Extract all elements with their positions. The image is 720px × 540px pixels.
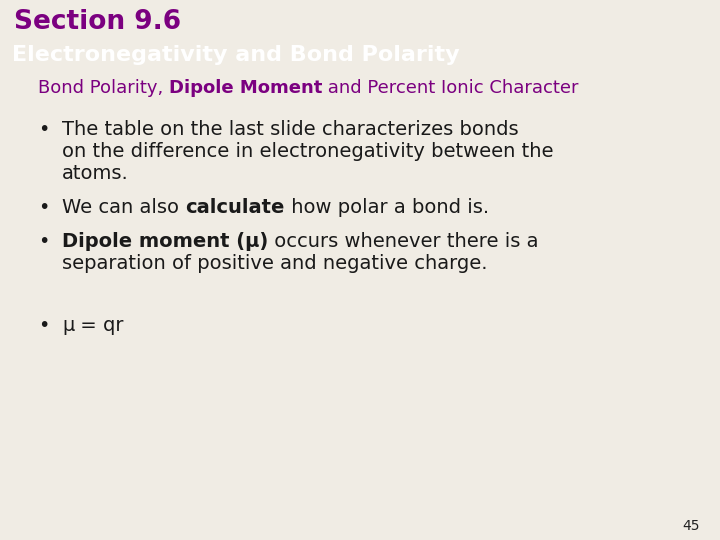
Text: Bond Polarity,: Bond Polarity, xyxy=(38,79,169,97)
Text: •: • xyxy=(38,120,50,139)
Text: and Percent Ionic Character: and Percent Ionic Character xyxy=(323,79,579,97)
Text: Electronegativity and Bond Polarity: Electronegativity and Bond Polarity xyxy=(12,45,459,65)
Text: We can also: We can also xyxy=(62,198,185,217)
Text: on the difference in electronegativity between the: on the difference in electronegativity b… xyxy=(62,142,554,161)
Text: μ: μ xyxy=(62,316,74,335)
Text: calculate: calculate xyxy=(185,198,284,217)
Text: = qr: = qr xyxy=(74,316,124,335)
Text: The table on the last slide characterizes bonds: The table on the last slide characterize… xyxy=(62,120,518,139)
Text: occurs whenever there is a: occurs whenever there is a xyxy=(269,232,539,251)
Text: Section 9.6: Section 9.6 xyxy=(14,9,181,35)
Text: 45: 45 xyxy=(683,519,700,533)
Text: •: • xyxy=(38,232,50,251)
Text: Dipole moment (μ): Dipole moment (μ) xyxy=(62,232,269,251)
Text: •: • xyxy=(38,198,50,217)
Text: atoms.: atoms. xyxy=(62,164,129,183)
Text: •: • xyxy=(38,316,50,335)
Text: Dipole Moment: Dipole Moment xyxy=(169,79,323,97)
Text: how polar a bond is.: how polar a bond is. xyxy=(284,198,489,217)
Text: separation of positive and negative charge.: separation of positive and negative char… xyxy=(62,254,487,273)
